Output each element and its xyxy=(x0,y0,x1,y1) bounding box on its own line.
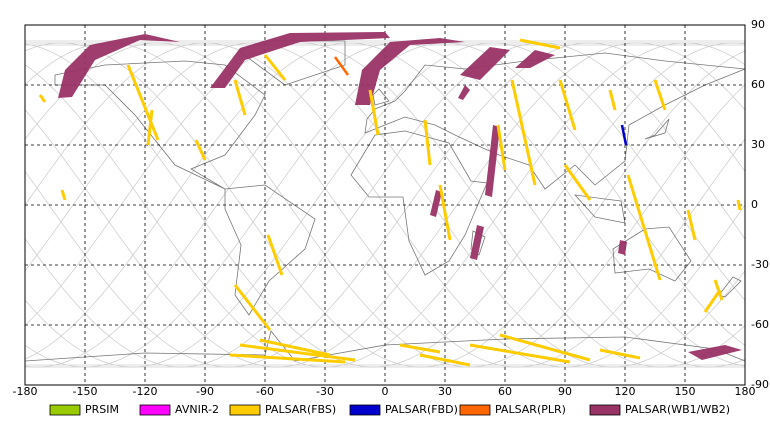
swath-line xyxy=(126,64,160,141)
swath xyxy=(58,34,180,98)
swath-line xyxy=(233,79,247,116)
x-tick-label: -180 xyxy=(13,385,38,398)
legend-label: PALSAR(FBS) xyxy=(265,403,336,416)
x-tick-label: 0 xyxy=(382,385,389,398)
swaths xyxy=(38,32,742,367)
legend-label: PRSIM xyxy=(85,403,119,416)
swath-line xyxy=(599,348,641,360)
swath xyxy=(460,47,510,80)
swath xyxy=(515,50,555,68)
coastline xyxy=(718,276,742,298)
y-tick-label: 0 xyxy=(751,198,758,211)
x-tick-label: 120 xyxy=(615,385,636,398)
coastline xyxy=(24,330,746,362)
x-tick-label: -60 xyxy=(256,385,274,398)
swath-line xyxy=(438,184,452,241)
coastline xyxy=(644,118,670,140)
swath-line xyxy=(608,89,617,111)
swath-line xyxy=(146,109,154,146)
y-tick-label: -60 xyxy=(751,318,769,331)
x-tick-label: 60 xyxy=(498,385,512,398)
x-tick-label: 180 xyxy=(735,385,756,398)
swath xyxy=(688,345,742,360)
y-tick-label: 90 xyxy=(751,18,765,31)
swath-line xyxy=(266,234,284,276)
swath-line xyxy=(499,333,591,362)
swath-line xyxy=(686,209,697,241)
map-frame xyxy=(24,24,746,386)
swath-line xyxy=(626,174,662,281)
legend-label: PALSAR(FBD) xyxy=(385,403,458,416)
tick-labels: -180 -150 -120 -90 -60 -30 0 30 60 90 120 150 180-90… xyxy=(13,18,769,398)
legend-swatch xyxy=(589,404,621,416)
grid xyxy=(24,24,746,386)
y-tick-label: 60 xyxy=(751,78,765,91)
swath-line xyxy=(736,199,742,211)
swath-line xyxy=(60,189,67,201)
x-tick-label: 150 xyxy=(675,385,696,398)
legend-label: PALSAR(PLR) xyxy=(495,403,566,416)
swath-line xyxy=(653,79,667,111)
y-tick-label: -90 xyxy=(751,378,769,391)
legend-swatch xyxy=(349,404,381,416)
swath-line xyxy=(368,89,380,136)
swath-line xyxy=(469,343,571,364)
swath-line xyxy=(496,124,507,171)
coastline xyxy=(54,60,266,190)
swath-line xyxy=(519,38,561,50)
coastline xyxy=(224,184,316,316)
swath-line xyxy=(38,94,47,103)
legend-swatch xyxy=(229,404,261,416)
x-tick-label: -30 xyxy=(316,385,334,398)
x-tick-label: -90 xyxy=(196,385,214,398)
swath-line xyxy=(229,353,346,364)
swath xyxy=(458,85,470,100)
swath xyxy=(355,38,465,105)
legend-swatch xyxy=(49,404,81,416)
swath-line xyxy=(563,164,592,201)
swath-line xyxy=(419,353,471,367)
swath-line xyxy=(423,119,432,166)
y-tick-label: -30 xyxy=(751,258,769,271)
swath-line xyxy=(239,343,356,362)
x-tick-label: 90 xyxy=(558,385,572,398)
swath xyxy=(430,190,442,217)
x-tick-label: 30 xyxy=(438,385,452,398)
swath-line xyxy=(399,343,441,354)
legend-label: AVNIR-2 xyxy=(175,403,219,416)
swath-line xyxy=(259,338,331,357)
swath-line xyxy=(620,124,628,146)
swath xyxy=(470,225,484,260)
swath xyxy=(618,240,627,255)
coastline xyxy=(372,88,390,106)
swath-line xyxy=(233,284,272,331)
swath-line xyxy=(263,54,287,81)
swath-line xyxy=(510,79,537,186)
legend-swatch xyxy=(459,404,491,416)
coastline xyxy=(350,130,488,276)
x-tick-label: -120 xyxy=(133,385,158,398)
swath xyxy=(485,125,500,197)
swath xyxy=(210,32,390,88)
coastline xyxy=(573,194,626,224)
legend-label: PALSAR(WB1/WB2) xyxy=(625,403,730,416)
swath-line xyxy=(194,139,207,161)
coastline xyxy=(612,226,692,282)
legend: PRSIM AVNIR-2 PALSAR(FBS) PALSAR(FBD) PALSAR… xyxy=(49,403,730,416)
coastline xyxy=(364,52,746,190)
y-tick-label: 30 xyxy=(751,138,765,151)
swath-line xyxy=(703,289,722,313)
swath-line xyxy=(558,79,577,131)
x-tick-label: -150 xyxy=(73,385,98,398)
legend-swatch xyxy=(139,404,171,416)
swath-line xyxy=(333,56,350,76)
